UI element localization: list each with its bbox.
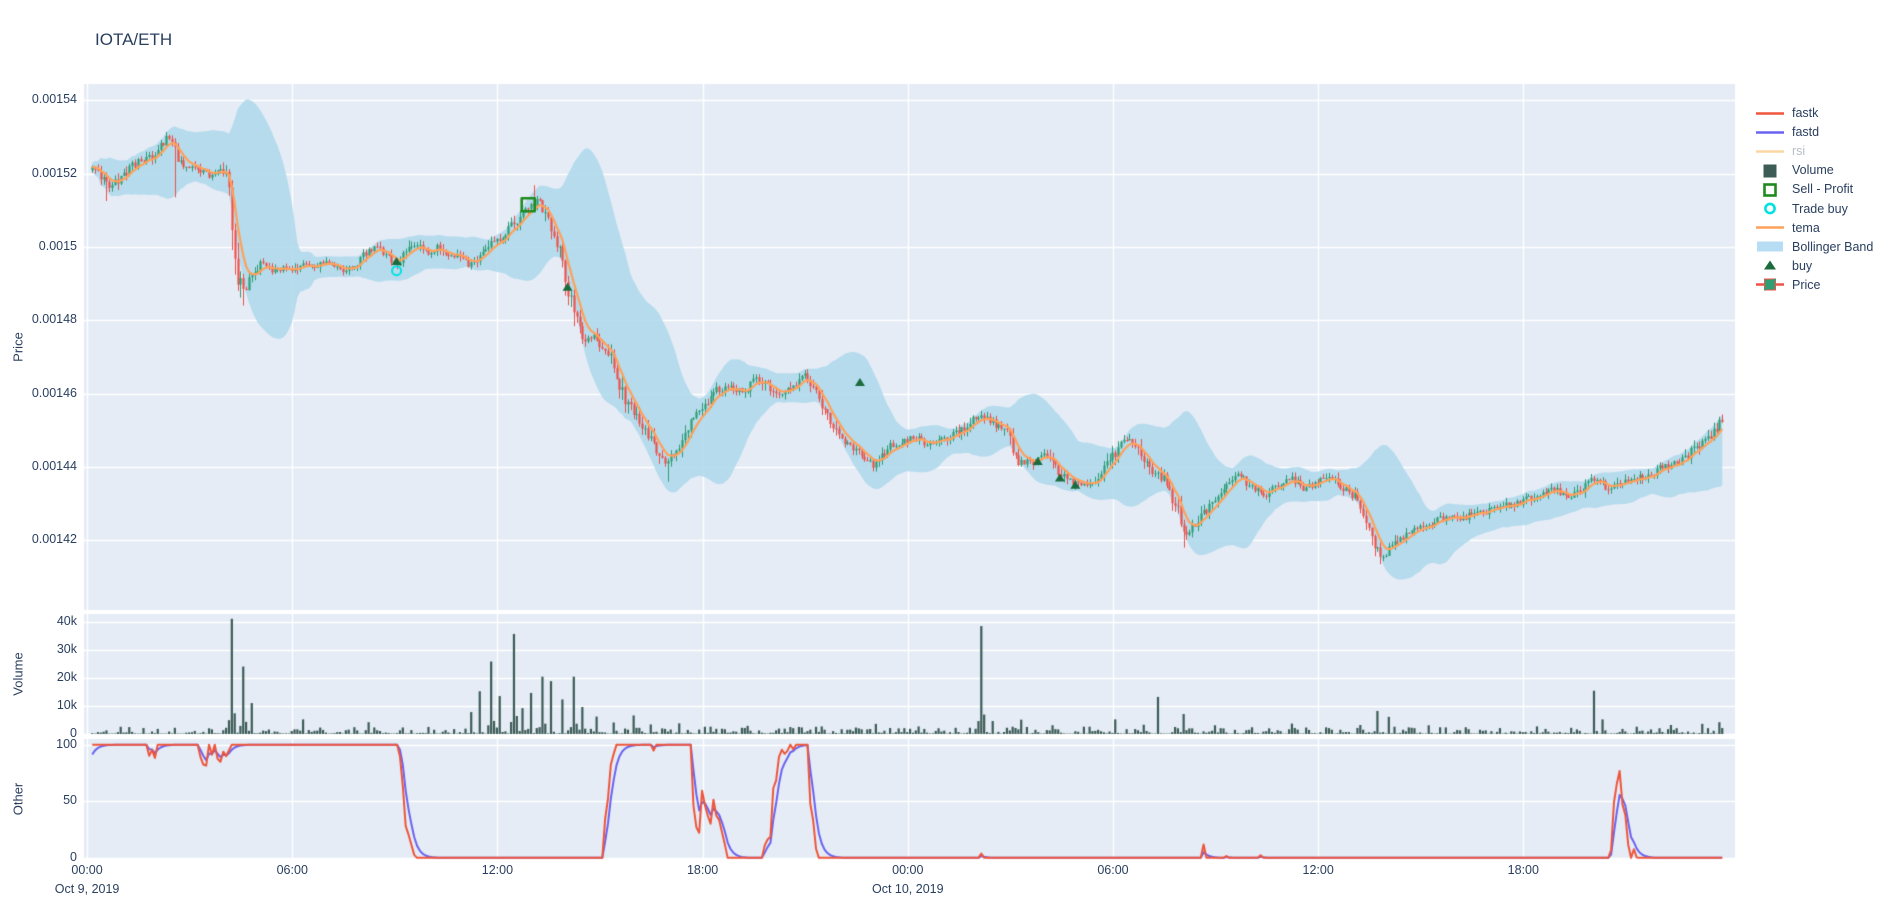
x-tick-label: 06:00 — [1097, 863, 1129, 877]
legend-item-price[interactable]: Price — [1755, 275, 1820, 294]
legend-sample-line-icon — [1756, 130, 1784, 134]
price-axis-title: Price — [10, 332, 26, 362]
legend-item-fastd[interactable]: fastd — [1755, 123, 1819, 142]
legend-item-label: Sell - Profit — [1792, 182, 1854, 197]
legend-item-volume[interactable]: Volume — [1755, 161, 1834, 180]
legend-item-label: fastk — [1792, 106, 1819, 120]
legend-item-label: fastd — [1792, 125, 1820, 140]
x-tick-label: 00:00 — [71, 863, 103, 877]
legend-item-tema[interactable]: tema — [1755, 218, 1820, 237]
other-tick-label: 50 — [63, 793, 77, 808]
x-tick-label: 00:00 — [892, 863, 924, 877]
other-tick-label: 0 — [70, 849, 77, 864]
legend-sample-candle-icon — [1756, 278, 1784, 292]
legend-item-label: Trade buy — [1792, 201, 1848, 216]
legend-item-fastk[interactable]: fastk — [1755, 104, 1818, 123]
other-tick-label: 100 — [56, 736, 77, 751]
x-tick-label: 18:00 — [686, 863, 719, 877]
legend-sample-line-icon — [1756, 111, 1784, 115]
x-tick-label: 18:00 — [1507, 863, 1539, 877]
volume-tick-label: 20k — [56, 669, 77, 684]
volume-tick-label: 10k — [56, 697, 77, 712]
x-date-label: Oct 10, 2019 — [871, 882, 944, 896]
price-tick-label: 0.0015 — [38, 238, 77, 253]
legend-item-label: Price — [1792, 277, 1821, 292]
legend-item-label: tema — [1792, 220, 1820, 235]
legend-sample-circle-open-icon — [1764, 202, 1776, 215]
price-tick-label: 0.00142 — [31, 532, 77, 547]
legend-item-label: rsi — [1792, 144, 1806, 159]
price-tick-label: 0.00146 — [31, 385, 77, 400]
volume-tick-label: 30k — [56, 641, 77, 656]
volume-tick-label: 0 — [70, 726, 77, 740]
x-date-label: Oct 9, 2019 — [54, 882, 120, 896]
chart-title: IOTA/ETH — [95, 30, 173, 49]
legend-item-bollinger-band[interactable]: Bollinger Band — [1755, 237, 1873, 256]
legend-sample-line-icon — [1756, 226, 1784, 229]
price-tick-label: 0.00148 — [31, 312, 77, 327]
price-tick-label: 0.00154 — [31, 92, 77, 107]
legend-item-label: Volume — [1792, 163, 1834, 178]
legend-sample-triangle-icon — [1764, 260, 1776, 270]
price-tick-label: 0.00152 — [31, 165, 77, 180]
legend-item-rsi[interactable]: rsi — [1755, 142, 1805, 161]
price-tick-label: 0.00144 — [31, 458, 77, 473]
x-tick-label: 12:00 — [1302, 863, 1334, 877]
legend-item-buy[interactable]: buy — [1755, 256, 1812, 275]
legend-sample-square-open-icon — [1763, 183, 1777, 197]
legend-item-label: buy — [1792, 258, 1813, 273]
legend-sample-square-icon — [1763, 164, 1777, 178]
x-tick-label: 12:00 — [481, 863, 514, 877]
legend-sample-line-icon — [1756, 149, 1784, 153]
legend-item-trade-buy[interactable]: Trade buy — [1755, 199, 1848, 218]
volume-tick-label: 40k — [56, 613, 77, 628]
legend-item-sell-profit[interactable]: Sell - Profit — [1755, 180, 1853, 199]
legend-sample-band-icon — [1757, 241, 1783, 252]
legend-item-label: Bollinger Band — [1792, 239, 1874, 254]
x-tick-label: 06:00 — [276, 863, 308, 877]
